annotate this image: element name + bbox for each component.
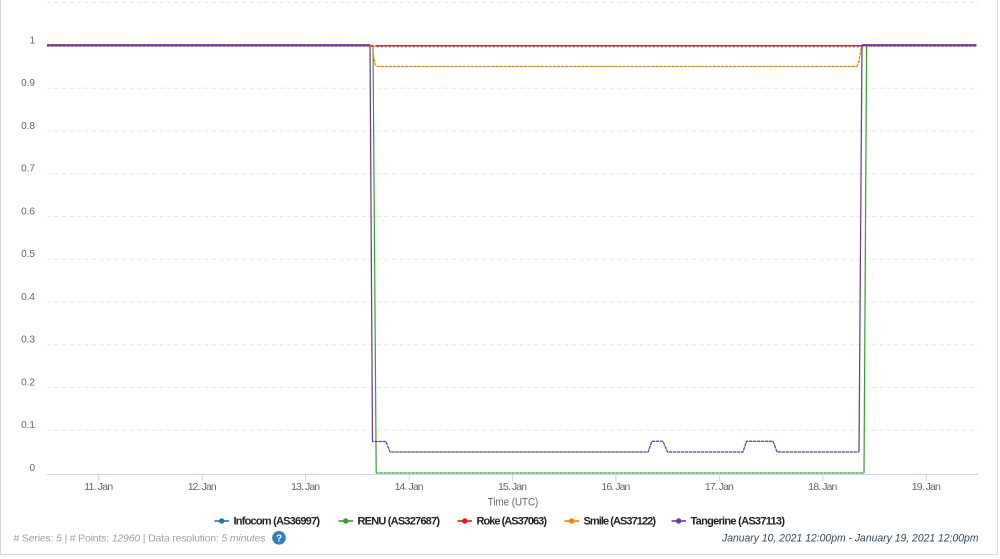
svg-text:Tangerine (AS37113): Tangerine (AS37113) xyxy=(691,516,786,528)
svg-text:0.9: 0.9 xyxy=(21,78,35,89)
svg-text:11. Jan: 11. Jan xyxy=(84,481,113,493)
svg-text:15. Jan: 15. Jan xyxy=(498,481,527,493)
svg-text:?: ? xyxy=(276,534,282,545)
svg-text:# Series: 5 | # Points: 12960: # Series: 5 | # Points: 12960 | Data res… xyxy=(14,533,267,545)
svg-text:0.5: 0.5 xyxy=(21,249,35,260)
svg-text:RENU (AS327687): RENU (AS327687) xyxy=(358,516,441,528)
svg-text:Roke (AS37063): Roke (AS37063) xyxy=(477,516,548,528)
svg-text:0.8: 0.8 xyxy=(21,121,35,132)
svg-text:12. Jan: 12. Jan xyxy=(188,481,217,493)
svg-text:0.7: 0.7 xyxy=(21,164,35,175)
svg-text:0.1: 0.1 xyxy=(21,420,35,431)
svg-text:Time (UTC): Time (UTC) xyxy=(488,497,539,509)
svg-text:16. Jan: 16. Jan xyxy=(601,481,630,493)
svg-text:1: 1 xyxy=(29,35,35,46)
svg-text:0.4: 0.4 xyxy=(21,292,35,303)
svg-text:14. Jan: 14. Jan xyxy=(395,481,424,493)
svg-text:19. Jan: 19. Jan xyxy=(912,481,941,493)
svg-text:Infocom (AS36997): Infocom (AS36997) xyxy=(234,516,321,528)
svg-text:18. Jan: 18. Jan xyxy=(808,481,837,493)
svg-text:13. Jan: 13. Jan xyxy=(291,481,320,493)
svg-text:0.3: 0.3 xyxy=(21,335,35,346)
svg-text:Smile (AS37122): Smile (AS37122) xyxy=(584,516,657,528)
svg-text:January 10, 2021 12:00pm - Jan: January 10, 2021 12:00pm - January 19, 2… xyxy=(721,533,978,545)
svg-text:17. Jan: 17. Jan xyxy=(705,481,734,493)
svg-text:0.6: 0.6 xyxy=(21,206,35,217)
svg-text:0.2: 0.2 xyxy=(21,377,35,388)
svg-text:0: 0 xyxy=(29,463,35,474)
